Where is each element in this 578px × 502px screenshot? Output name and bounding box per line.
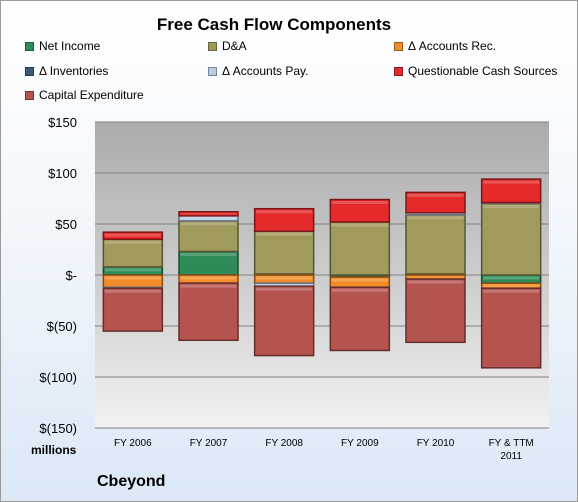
bar-highlight [180, 253, 237, 257]
y-tick-label: $(100) [39, 370, 77, 385]
x-tick-label: FY 2008 [265, 438, 303, 449]
bar-highlight [483, 289, 540, 293]
legend-swatch [25, 41, 34, 51]
bar-highlight [331, 201, 388, 205]
bar-highlight [256, 232, 313, 236]
chart-title: Free Cash Flow Components [156, 15, 392, 34]
bar-segment-capital-expenditure [480, 287, 542, 369]
bar-highlight [407, 193, 464, 197]
bar-highlight [407, 276, 464, 278]
x-tick-label: FY & TTM [489, 438, 534, 449]
y-tick-label: $(150) [39, 421, 77, 436]
bar-highlight [256, 287, 313, 291]
legend-net-income: Net Income [25, 39, 100, 53]
bar-segment-d-a [405, 214, 466, 275]
legend-swatch [394, 66, 403, 76]
y-tick-label: $150 [48, 115, 77, 130]
y-tick-label: $- [65, 268, 77, 283]
y-tick-label: $100 [48, 166, 77, 181]
bar-segment-questionable-cash-sources [405, 191, 466, 214]
legend-swatch [25, 66, 34, 76]
bar-highlight [483, 284, 540, 287]
bar-highlight [331, 288, 388, 292]
legend-label: Net Income [39, 39, 101, 53]
legend-label: Capital Expenditure [39, 88, 144, 102]
bar-segment-capital-expenditure [329, 286, 391, 352]
legend-label: Δ Inventories [39, 64, 109, 78]
bar-highlight [180, 217, 237, 220]
bar-segment-d-a [480, 202, 542, 276]
x-tick-label: FY 2006 [114, 438, 152, 449]
bar-segment-questionable-cash-sources [480, 178, 542, 204]
legend-swatch [208, 41, 217, 51]
bar-segment-capital-expenditure [405, 278, 466, 344]
bar-segment-questionable-cash-sources [253, 207, 315, 232]
bar-highlight [104, 240, 161, 244]
bar-segment-d-a [253, 230, 315, 275]
legend-accounts-pay: Δ Accounts Pay. [208, 64, 309, 78]
legend-d-and-a: D&A [208, 39, 247, 53]
bar-highlight [256, 276, 313, 280]
legend-label: Δ Accounts Rec. [408, 39, 497, 53]
legend-label: D&A [222, 39, 247, 53]
bar-segment-capital-expenditure [102, 287, 164, 332]
bar-highlight [331, 223, 388, 227]
units-label: millions [31, 443, 77, 457]
legend-accounts-rec: Δ Accounts Rec. [394, 39, 496, 53]
bar-highlight [256, 210, 313, 214]
legend-questionable-cash-sources: Questionable Cash Sources [394, 64, 557, 78]
bar-highlight [104, 276, 161, 280]
bar-highlight [483, 276, 540, 280]
company-name: Cbeyond [97, 473, 166, 490]
bar-highlight [407, 280, 464, 284]
legend-swatch [394, 41, 403, 51]
x-tick-label: FY 2007 [190, 438, 228, 449]
legend-swatch [25, 90, 34, 100]
bar-highlight [180, 222, 237, 226]
bar-segment-d-a [102, 238, 164, 268]
legend-inventories: Δ Inventories [25, 64, 108, 78]
bar-highlight [483, 180, 540, 184]
x-tick-label: 2011 [500, 451, 522, 462]
bar-highlight [180, 276, 237, 280]
bar-highlight [104, 233, 161, 237]
y-tick-label: $(50) [47, 319, 77, 334]
legend-label: Questionable Cash Sources [408, 64, 558, 78]
bar-segment-d-a [329, 221, 391, 276]
bar-highlight [483, 205, 540, 209]
legend-swatch [208, 66, 217, 76]
y-tick-label: $50 [55, 217, 77, 232]
legend-label: Δ Accounts Pay. [222, 64, 309, 78]
bar-highlight [180, 213, 237, 215]
bar-highlight [180, 284, 237, 288]
bar-highlight [104, 268, 161, 272]
bar-highlight [331, 278, 388, 282]
bar-segment-questionable-cash-sources [329, 198, 391, 223]
bar-highlight [407, 216, 464, 220]
bar-segment-capital-expenditure [178, 282, 239, 342]
bar-segment-capital-expenditure [253, 285, 315, 357]
legend-capital-expenditure: Capital Expenditure [25, 88, 144, 102]
x-tick-label: FY 2009 [341, 438, 379, 449]
bar-highlight [104, 289, 161, 293]
x-tick-label: FY 2010 [417, 438, 455, 449]
bar-segment-d-a [178, 220, 239, 253]
